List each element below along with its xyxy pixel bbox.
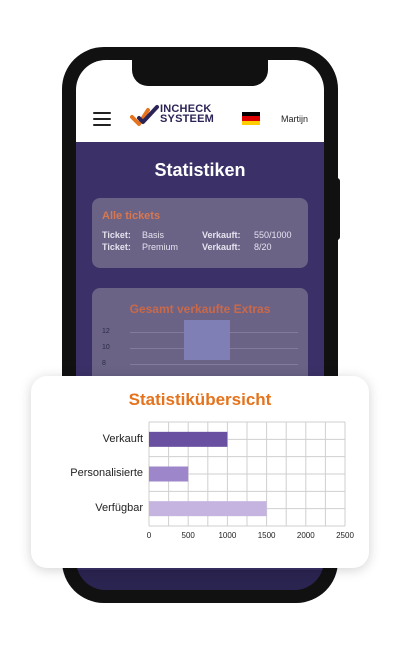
ticket-row: Ticket: Basis Verkauft: 550/1000 bbox=[102, 230, 302, 242]
extras-y-tick: 10 bbox=[102, 344, 110, 351]
page-title: Statistiken bbox=[154, 160, 246, 180]
sale-key: Verkauft: bbox=[202, 242, 241, 252]
x-tick-label: 1500 bbox=[257, 531, 276, 540]
phone-notch bbox=[132, 56, 268, 86]
sale-value: 550/1000 bbox=[254, 230, 292, 240]
logo-line-1: INCHECK bbox=[160, 103, 212, 115]
app-header: INCHECK SYSTEEM Martijn bbox=[76, 60, 324, 142]
x-tick-label: 500 bbox=[181, 531, 195, 540]
german-flag-icon[interactable] bbox=[242, 112, 260, 125]
tickets-card-title: Alle tickets bbox=[102, 210, 161, 222]
user-name[interactable]: Martijn bbox=[281, 114, 309, 124]
hamburger-menu-icon[interactable] bbox=[93, 112, 111, 126]
extras-bar bbox=[184, 320, 230, 360]
app-logo-text: INCHECK SYSTEEM bbox=[160, 103, 214, 125]
category-label: Verkauft bbox=[102, 433, 143, 445]
sale-value: 8/20 bbox=[254, 242, 272, 252]
ticket-row: Ticket: Premium Verkauft: 8/20 bbox=[102, 242, 302, 254]
x-tick-label: 2500 bbox=[336, 531, 354, 540]
bar-personalisierte bbox=[149, 466, 189, 482]
extras-card-title: Gesamt verkaufte Extras bbox=[129, 302, 271, 316]
ticket-key: Ticket: bbox=[102, 242, 131, 252]
extras-grid-line bbox=[130, 364, 298, 365]
extras-y-tick: 8 bbox=[102, 360, 106, 367]
overview-bar-chart bbox=[148, 421, 346, 527]
overview-title: Statistikübersicht bbox=[128, 390, 272, 409]
checkmark-logo-icon bbox=[130, 105, 159, 126]
category-label: Verfügbar bbox=[95, 502, 143, 514]
ticket-value: Basis bbox=[142, 230, 165, 240]
x-tick-label: 1000 bbox=[218, 531, 237, 540]
sale-key: Verkauft: bbox=[202, 230, 241, 240]
bar-verfügbar bbox=[149, 501, 267, 517]
tickets-card: Alle tickets Ticket: Basis Verkauft: 550… bbox=[92, 198, 308, 268]
ticket-value: Premium bbox=[142, 242, 179, 252]
phone-screen: INCHECK SYSTEEM Martijn Statistiken Alle… bbox=[76, 60, 324, 590]
phone-side-button bbox=[334, 178, 340, 240]
x-tick-label: 2000 bbox=[296, 531, 315, 540]
ticket-key: Ticket: bbox=[102, 230, 131, 240]
statistics-overview-card: Statistikübersicht bbox=[31, 376, 369, 568]
logo-line-2: SYSTEEM bbox=[160, 113, 214, 125]
category-label: Personalisierte bbox=[70, 467, 143, 479]
x-tick-label: 0 bbox=[146, 531, 152, 540]
screen-bottom bbox=[76, 570, 324, 590]
extras-y-tick: 12 bbox=[102, 328, 110, 335]
bar-verkauft bbox=[149, 431, 228, 447]
